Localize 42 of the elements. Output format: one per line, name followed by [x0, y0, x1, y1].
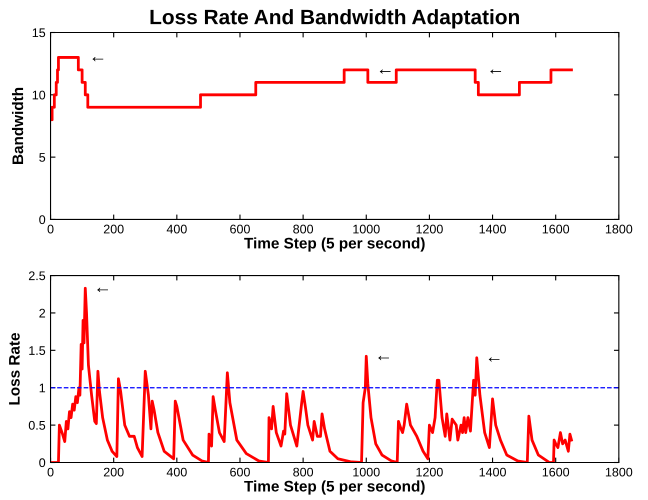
- x-tick-label: 1400: [480, 468, 506, 477]
- x-tick-label: 200: [104, 468, 124, 477]
- x-tick-label: 800: [293, 468, 314, 477]
- y-tick-label: 0: [39, 458, 46, 468]
- y-tick-label: 5: [39, 153, 46, 162]
- x-tick-label: 600: [230, 468, 250, 477]
- x-tick-label: 600: [230, 224, 250, 234]
- annotation: ←: [97, 288, 108, 292]
- y-tick-label: 1.5: [29, 346, 46, 355]
- chart-title: Loss Rate And Bandwidth Adaptation: [150, 9, 519, 28]
- x-tick-label: 400: [166, 224, 187, 234]
- x-tick-label: 1600: [542, 468, 570, 477]
- line-series: [50, 286, 573, 462]
- x-axis-title: Time Step (5 per second): [244, 237, 425, 252]
- y-tick-label: 1: [40, 384, 46, 392]
- x-tick-label: 800: [293, 224, 314, 234]
- x-tick-label: 1400: [480, 224, 506, 234]
- y-tick-label: 2.5: [28, 271, 46, 280]
- x-tick-label: 1800: [606, 468, 632, 477]
- y-tick-label: 0: [39, 215, 46, 224]
- y-tick-label: 15: [32, 28, 46, 38]
- x-tick-label: 1200: [416, 224, 443, 234]
- y-axis-title: Bandwidth: [12, 88, 24, 164]
- x-tick-label: 200: [104, 224, 124, 234]
- x-tick-label: 1000: [353, 224, 380, 234]
- x-tick-label: 400: [166, 468, 187, 477]
- y-tick-label: 10: [32, 90, 46, 100]
- annotation: ←: [378, 356, 389, 360]
- annotation: ←: [488, 357, 500, 362]
- annotation: ←: [92, 56, 104, 62]
- y-tick-label: 2: [39, 308, 46, 318]
- x-tick-label: 1000: [353, 468, 380, 477]
- y-axis-title: Loss Rate: [9, 333, 20, 405]
- x-axis-title: Time Step (5 per second): [244, 480, 425, 495]
- x-tick-label: 1800: [606, 224, 632, 234]
- x-tick-label: 0: [48, 468, 54, 477]
- x-tick-label: 1600: [542, 224, 570, 234]
- annotation: ←: [490, 69, 502, 74]
- y-tick-label: 0.5: [28, 420, 46, 430]
- x-tick-label: 0: [48, 224, 54, 234]
- annotation: ←: [380, 69, 391, 74]
- x-tick-label: 1200: [416, 468, 443, 477]
